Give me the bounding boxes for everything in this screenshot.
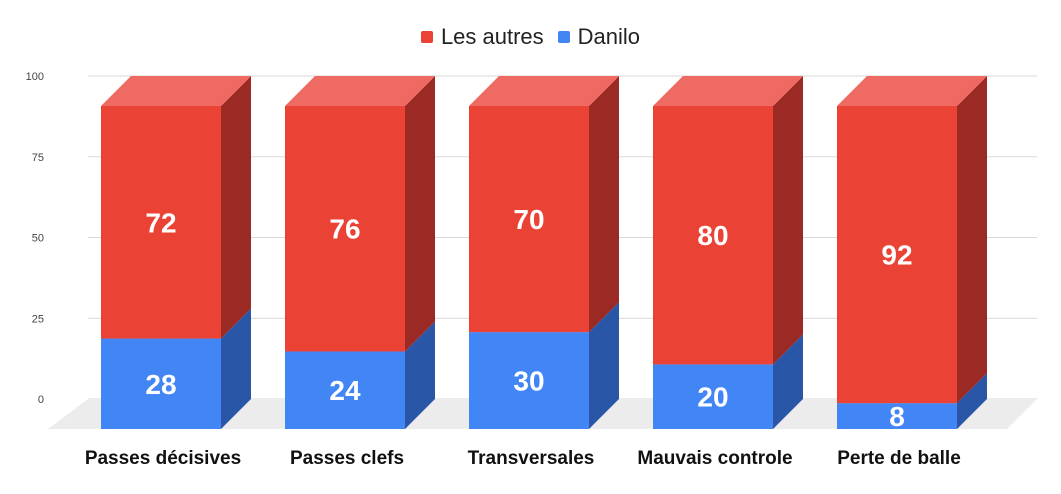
bar-les-autres-side xyxy=(589,76,619,333)
y-tick-label-75: 75 xyxy=(32,152,44,164)
bar-les-autres-side xyxy=(773,76,803,365)
bar-danilo-front xyxy=(285,351,405,429)
bar-les-autres-side xyxy=(221,76,251,339)
chart-legend: Les autres Danilo xyxy=(0,24,1061,50)
legend-item-les-autres[interactable]: Les autres xyxy=(420,24,544,50)
bar-les-autres-front xyxy=(285,106,405,352)
bar-danilo-side xyxy=(957,373,987,429)
data-label-danilo: 20 xyxy=(697,382,728,413)
data-label-les-autres: 72 xyxy=(145,207,176,238)
y-tick-label-50: 50 xyxy=(32,233,44,245)
bar-danilo-front xyxy=(101,338,221,429)
legend-swatch-danilo xyxy=(557,31,570,43)
bar-top-face xyxy=(653,76,803,106)
bar-danilo-side xyxy=(221,308,251,429)
bar-les-autres-front xyxy=(653,106,773,365)
data-label-danilo: 28 xyxy=(145,369,176,400)
legend-label-danilo: Danilo xyxy=(577,24,641,49)
legend-item-danilo[interactable]: Danilo xyxy=(557,24,641,50)
bar-top-face xyxy=(285,76,435,106)
bar-danilo-front xyxy=(653,364,773,429)
x-category-label: Passes clefs xyxy=(290,448,404,469)
data-label-les-autres: 80 xyxy=(697,220,728,251)
bar-les-autres-side xyxy=(957,76,987,404)
y-tick-label-25: 25 xyxy=(32,313,44,325)
bar-les-autres-front xyxy=(101,106,221,339)
x-category-label: Perte de balle xyxy=(837,448,961,469)
y-tick-label-100: 100 xyxy=(26,71,44,83)
x-category-label: Mauvais controle xyxy=(637,448,792,469)
data-label-les-autres: 76 xyxy=(329,214,360,245)
data-label-les-autres: 92 xyxy=(881,240,912,271)
data-label-danilo: 30 xyxy=(513,366,544,397)
legend-swatch-les-autres xyxy=(420,31,433,43)
bar-top-face xyxy=(837,76,987,106)
data-label-les-autres: 70 xyxy=(513,204,544,235)
bar-les-autres-front xyxy=(837,106,957,404)
bar-danilo-side xyxy=(405,321,435,429)
x-category-label: Transversales xyxy=(468,448,595,469)
y-tick-label-0: 0 xyxy=(38,394,44,406)
x-category-label: Passes décisives xyxy=(85,448,241,469)
bar-danilo-side xyxy=(589,302,619,429)
bar-les-autres-front xyxy=(469,106,589,333)
bar-danilo-side xyxy=(773,334,803,429)
bar-danilo-front xyxy=(837,403,957,429)
bar-top-face xyxy=(469,76,619,106)
data-label-danilo: 8 xyxy=(889,401,905,432)
legend-label-les-autres: Les autres xyxy=(440,24,544,49)
data-label-danilo: 24 xyxy=(329,375,361,406)
bar-top-face xyxy=(101,76,251,106)
bar-les-autres-side xyxy=(405,76,435,352)
bar-danilo-front xyxy=(469,332,589,429)
